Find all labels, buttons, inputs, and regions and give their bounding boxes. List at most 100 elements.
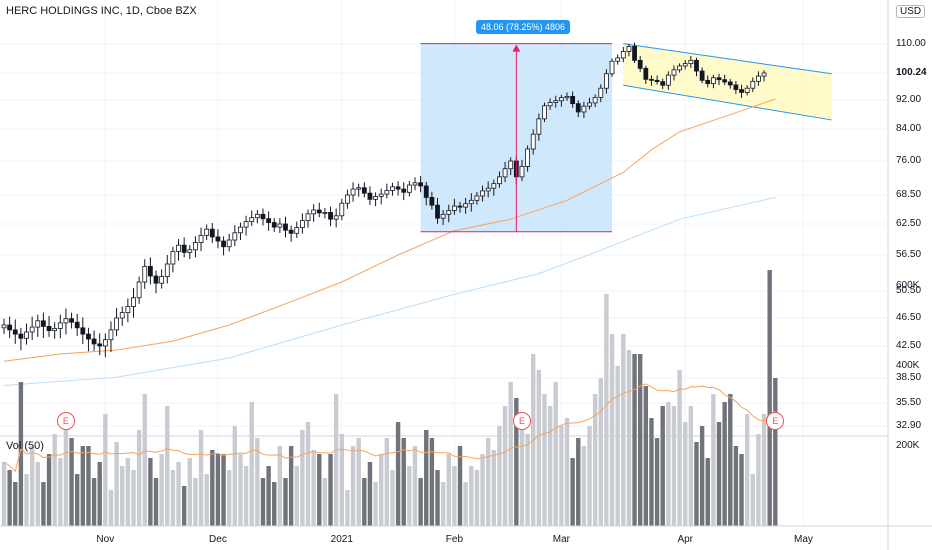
candle: [164, 255, 170, 284]
candle: [52, 322, 58, 339]
candle: [356, 183, 362, 197]
candle: [339, 198, 345, 221]
candle: [69, 312, 74, 329]
candle-body: [609, 60, 615, 75]
candle-body: [632, 45, 637, 61]
candle-body: [114, 317, 119, 331]
earnings-icon[interactable]: E: [512, 412, 531, 430]
candle: [254, 209, 260, 224]
candle-body: [457, 205, 463, 208]
candle-body: [271, 222, 277, 228]
candle: [446, 204, 452, 223]
earnings-icon[interactable]: E: [56, 412, 75, 430]
volume-bar: [497, 426, 502, 526]
measure-range-lines: [420, 43, 613, 233]
currency-button[interactable]: USD: [896, 5, 926, 18]
volume-bar: [367, 462, 373, 526]
candle-body: [722, 79, 728, 83]
candle-body: [18, 333, 24, 339]
candle: [756, 71, 761, 86]
candle: [136, 276, 142, 304]
volume-bar: [463, 482, 468, 526]
volume-bar: [525, 434, 530, 526]
price-tick-label: 68.50: [896, 189, 922, 200]
volume-bar: [761, 414, 767, 526]
candle-body: [530, 133, 536, 150]
candle: [1, 318, 7, 335]
candle-body: [626, 45, 632, 52]
price-tick-label: 42.50: [896, 340, 922, 351]
candle: [232, 225, 238, 246]
volume-bar: [615, 366, 620, 526]
candle: [271, 218, 277, 232]
earnings-icon[interactable]: E: [766, 412, 785, 430]
volume-bar: [243, 466, 249, 526]
candle: [187, 245, 193, 259]
volume-bar: [536, 370, 542, 526]
candle: [299, 213, 305, 234]
volume-bar: [705, 458, 710, 526]
volume-bar: [7, 470, 12, 526]
candle-body: [125, 306, 131, 313]
volume-bar: [97, 462, 102, 526]
volume-bar: [424, 430, 429, 526]
volume-bar: [553, 382, 558, 526]
parallel-channel-lower-line[interactable]: [623, 84, 832, 121]
candle: [86, 327, 91, 352]
candle-body: [299, 220, 305, 229]
candle: [632, 42, 637, 64]
volume-bar: [210, 450, 215, 526]
candle-body: [536, 118, 542, 135]
candle: [643, 65, 649, 84]
candle-body: [52, 328, 58, 331]
candle: [722, 74, 728, 85]
candle-body: [373, 196, 378, 200]
candle: [108, 321, 114, 352]
candle: [63, 308, 69, 335]
volume-bar: [632, 354, 637, 526]
candle-body: [215, 236, 221, 242]
volume-bar: [91, 478, 97, 526]
volume-bar: [412, 446, 418, 526]
candle: [322, 208, 328, 219]
chart-title: HERC HOLDINGS INC, 1D, Cboe BZX: [6, 5, 197, 17]
candle-body: [446, 210, 452, 215]
candle: [609, 58, 615, 77]
candle-body: [474, 195, 480, 201]
volume-bar: [744, 414, 750, 526]
volume-bar: [654, 438, 660, 526]
candlestick-series: [1, 42, 767, 358]
candle: [654, 75, 660, 85]
volume-bar: [69, 438, 74, 526]
candle-body: [412, 182, 418, 186]
candle-body: [57, 322, 63, 329]
volume-tick-label: 200K: [896, 440, 920, 451]
candle-body: [209, 228, 215, 238]
candle: [266, 211, 272, 231]
candle-body: [587, 102, 592, 107]
candle: [423, 181, 429, 206]
candle-body: [91, 338, 97, 345]
candle: [581, 101, 587, 118]
candle: [508, 157, 514, 176]
candle: [761, 70, 767, 82]
volume-bar: [728, 394, 733, 526]
price-tick-label: 92.00: [896, 94, 922, 105]
measure-arrow-head: [512, 44, 521, 52]
candle: [176, 238, 181, 261]
volume-bar: [480, 454, 485, 526]
volume-bar: [514, 398, 519, 526]
volume-bar: [592, 394, 598, 526]
parallel-channel-fill: [623, 43, 832, 120]
candle-body: [80, 327, 86, 335]
candle: [694, 57, 699, 77]
candle: [361, 182, 367, 198]
candle: [215, 229, 221, 249]
candle-body: [136, 281, 142, 299]
candle: [12, 319, 18, 344]
parallel-channel-upper-line[interactable]: [623, 43, 832, 75]
candle: [131, 288, 136, 318]
volume-bar: [767, 270, 772, 526]
candle-body: [654, 79, 660, 83]
